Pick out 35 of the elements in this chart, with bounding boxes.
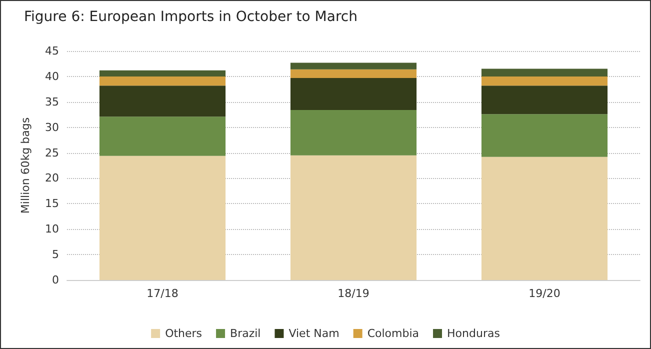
x-tick-label: 19/20 xyxy=(528,287,560,300)
y-tick-label: 35 xyxy=(45,95,59,108)
y-tick-label: 10 xyxy=(45,222,59,236)
bar xyxy=(481,114,608,157)
legend-label: Others xyxy=(165,327,202,340)
bar xyxy=(99,70,226,76)
bar xyxy=(99,86,226,117)
bar xyxy=(290,78,417,110)
y-tick-label: 0 xyxy=(52,274,59,286)
y-tick-label: 5 xyxy=(52,248,59,262)
x-tick-label: 18/19 xyxy=(338,287,370,300)
y-axis-title: Million 60kg bags xyxy=(19,117,32,214)
y-tick-label: 45 xyxy=(45,44,59,58)
bar xyxy=(481,86,608,114)
x-tick-label: 17/18 xyxy=(146,287,178,300)
legend-label: Viet Nam xyxy=(288,327,340,340)
y-tick-label: 20 xyxy=(45,172,59,185)
bar xyxy=(481,156,608,280)
bar xyxy=(99,76,226,86)
bar xyxy=(99,156,226,280)
bar xyxy=(481,68,608,76)
y-tick-label: 30 xyxy=(45,120,59,134)
bar xyxy=(290,69,417,78)
bar xyxy=(99,116,226,156)
bar xyxy=(290,110,417,156)
legend-label: Colombia xyxy=(367,327,420,340)
chart-title: Figure 6: European Imports in October to March xyxy=(24,9,358,25)
bar xyxy=(481,76,608,86)
legend-label: Brazil xyxy=(230,327,261,340)
y-tick-label: 25 xyxy=(45,146,59,160)
bar xyxy=(290,155,417,280)
legend-label: Honduras xyxy=(447,327,500,340)
y-tick-label: 15 xyxy=(45,197,59,210)
y-tick-label: 40 xyxy=(45,70,59,83)
bar xyxy=(290,62,417,70)
